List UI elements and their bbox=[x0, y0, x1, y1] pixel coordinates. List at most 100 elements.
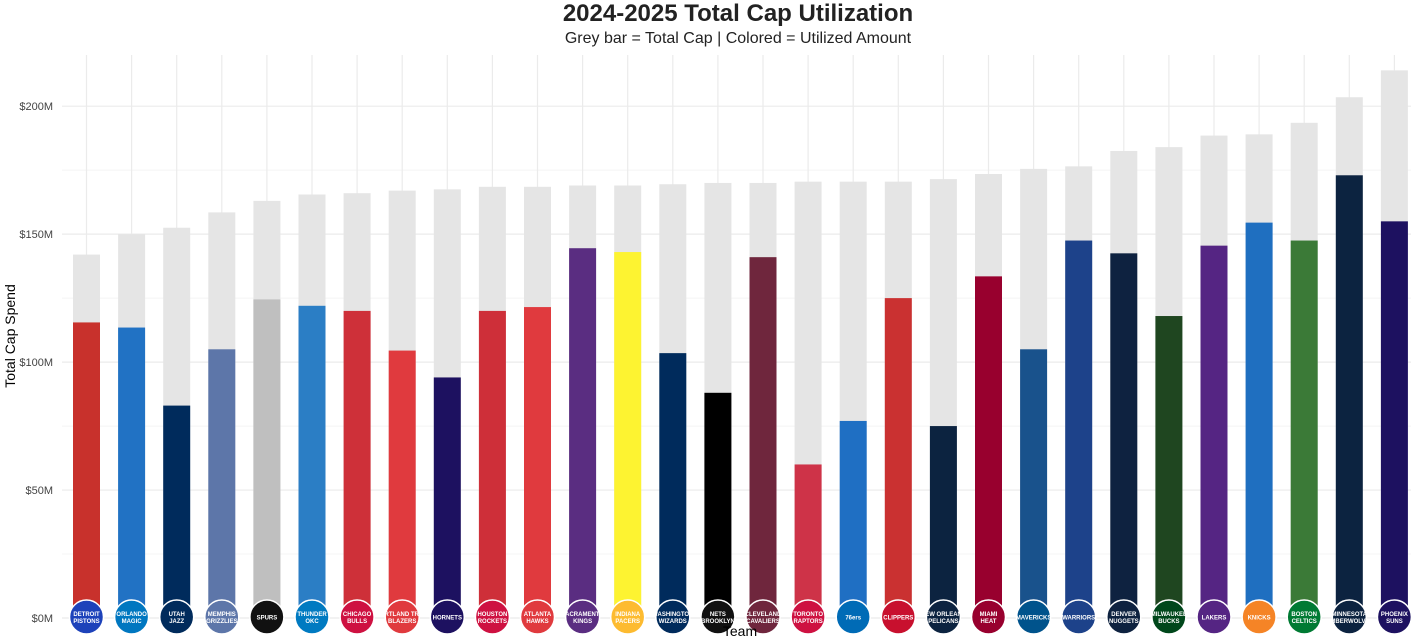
team-logo-badge bbox=[745, 599, 781, 635]
team-logo-badge bbox=[1015, 599, 1052, 635]
bars-layer bbox=[73, 70, 1408, 619]
team-logo-badge bbox=[204, 599, 240, 635]
team-logo-badge bbox=[1151, 599, 1187, 635]
team-logo-text: WIZARDS bbox=[659, 619, 687, 625]
utilized-amount-bar bbox=[1335, 175, 1363, 618]
team-logo-text: CELTICS bbox=[1292, 619, 1317, 625]
team-logo-badge bbox=[790, 599, 826, 635]
team-logo-text: RAPTORS bbox=[793, 619, 822, 625]
team-logo-badge bbox=[655, 599, 691, 635]
team-logo-badge bbox=[1060, 599, 1097, 635]
utilized-amount-bar bbox=[433, 377, 461, 618]
team-logo: CLIPPERS bbox=[880, 599, 917, 635]
team-logo-text: DETROIT bbox=[73, 612, 100, 618]
team-logo-text: CLEVELAND bbox=[745, 612, 782, 618]
utilized-amount-bar bbox=[1110, 253, 1138, 619]
team-logo-badge bbox=[1286, 599, 1322, 635]
team-logo-text: HOUSTON bbox=[477, 612, 507, 618]
team-logo: HORNETS bbox=[429, 599, 466, 635]
team-logo-badge bbox=[835, 599, 871, 635]
team-logo-text: BOSTON bbox=[1291, 612, 1317, 618]
team-logo-badge bbox=[1331, 599, 1368, 635]
team-logo-text: PORTLAND TRAIL bbox=[376, 612, 429, 618]
utilized-amount-bar bbox=[704, 392, 732, 618]
team-logo-text: PHOENIX bbox=[1381, 612, 1408, 618]
chart-subtitle: Grey bar = Total Cap | Colored = Utilize… bbox=[564, 30, 912, 47]
team-logo-badge bbox=[1196, 599, 1232, 635]
y-tick-label: $200M bbox=[19, 101, 53, 113]
team-logo-text: DENVER bbox=[1111, 612, 1137, 618]
team-logo-text: MAGIC bbox=[122, 619, 143, 625]
y-axis: $0M $50M $100M $150M $200M bbox=[19, 101, 53, 625]
team-logo-badge bbox=[429, 599, 466, 635]
utilized-amount-bar bbox=[884, 298, 912, 618]
team-logo-badge bbox=[1106, 599, 1142, 635]
team-logo-text: CLIPPERS bbox=[883, 616, 913, 622]
team-logo-text: MIAMI bbox=[980, 612, 998, 618]
utilized-amount-bar bbox=[1200, 245, 1228, 618]
team-logo-text: PISTONS bbox=[73, 619, 99, 625]
team-logo-text: INDIANA bbox=[615, 612, 641, 618]
team-logo-text: HAWKS bbox=[526, 619, 548, 625]
team-logo-text: PACERS bbox=[615, 619, 640, 625]
team-logo-text: WARRIORS bbox=[1062, 616, 1095, 622]
utilized-amount-bar bbox=[614, 252, 642, 619]
utilized-amount-bar bbox=[1290, 240, 1318, 618]
utilized-amount-bar bbox=[1020, 349, 1048, 618]
utilized-amount-bar bbox=[975, 276, 1002, 618]
team-logo-badge bbox=[249, 599, 285, 635]
team-logo-badge bbox=[1241, 599, 1277, 635]
utilized-amount-bar bbox=[118, 327, 146, 618]
team-logo-badge bbox=[384, 599, 420, 635]
team-logo-text: BROOKLYN bbox=[701, 619, 735, 625]
utilized-amount-bar bbox=[208, 349, 236, 618]
team-logo-text: SACRAMENTO bbox=[561, 612, 604, 618]
team-logo-badge bbox=[474, 599, 511, 635]
team-logo-text: CAVALIERS bbox=[746, 619, 780, 625]
team-logo-text: GRIZZLIES bbox=[206, 619, 237, 625]
team-logo-badge bbox=[1376, 599, 1411, 635]
utilized-amount-bar bbox=[73, 322, 100, 618]
y-tick-label: $50M bbox=[25, 485, 53, 497]
team-logo-badge bbox=[68, 599, 105, 635]
team-logo-text: OKC bbox=[305, 619, 319, 625]
team-logo-text: KINGS bbox=[573, 619, 592, 625]
team-logo-badge bbox=[609, 599, 646, 635]
team-logo-badge bbox=[294, 599, 330, 635]
utilized-amount-bar bbox=[1065, 240, 1093, 618]
team-logo-text: BULLS bbox=[347, 619, 367, 625]
team-logo-text: KNICKS bbox=[1248, 616, 1271, 622]
team-logo-text: WASHINGTON bbox=[652, 612, 693, 618]
y-axis-label: Total Cap Spend bbox=[2, 284, 18, 388]
team-logo-text: ORLANDO bbox=[116, 612, 147, 618]
x-axis-label: Team bbox=[723, 623, 757, 639]
team-logo-text: PELICANS bbox=[928, 619, 958, 625]
team-logo-text: TIMBERWOLVES bbox=[1325, 619, 1373, 625]
utilized-amount-bar bbox=[163, 405, 191, 618]
team-logo: SPURS bbox=[249, 599, 285, 635]
team-logo-badge bbox=[339, 599, 375, 635]
team-logo: WARRIORS bbox=[1060, 599, 1097, 635]
utilized-amount-bar bbox=[1245, 222, 1273, 618]
team-logo-badge bbox=[519, 599, 556, 635]
utilized-amount-bar bbox=[1155, 316, 1183, 618]
team-logo-text: MINNESOTA bbox=[1332, 612, 1368, 618]
utilized-amount-bar bbox=[253, 299, 281, 618]
team-logo-text: THUNDER bbox=[297, 612, 327, 618]
y-tick-label: $150M bbox=[19, 229, 53, 241]
utilized-amount-bar bbox=[1380, 221, 1408, 618]
team-logo-text: HORNETS bbox=[433, 616, 462, 622]
team-logo-text: ROCKETS bbox=[478, 619, 507, 625]
